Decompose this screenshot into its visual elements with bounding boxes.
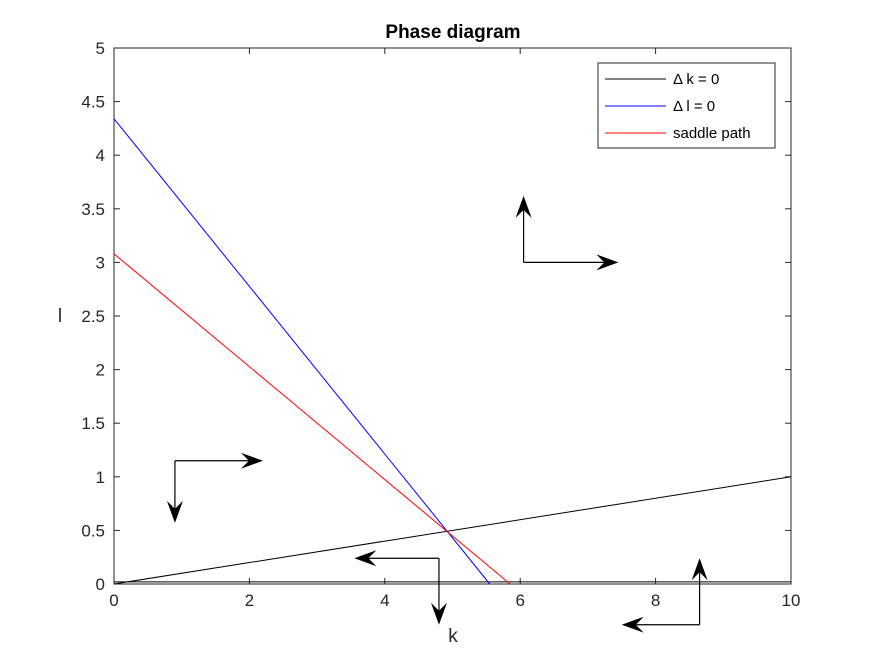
y-tick-label: 0.5: [81, 521, 105, 540]
vertical-arrowhead: [430, 602, 447, 625]
x-tick-label: 0: [109, 591, 118, 610]
y-tick-label: 2.5: [81, 307, 105, 326]
y-tick-label: 4: [96, 146, 105, 165]
x-tick-label: 8: [651, 591, 660, 610]
y-tick-label: 1.5: [81, 414, 105, 433]
direction-arrows-lower-right: [621, 558, 708, 633]
y-tick-label: 1: [96, 468, 105, 487]
horizontal-arrowhead: [596, 254, 619, 271]
x-tick-label: 6: [515, 591, 524, 610]
delta-k-zero-line: [113, 476, 792, 585]
chart-title: Phase diagram: [385, 22, 520, 43]
legend-entry-label: Δ l = 0: [673, 98, 715, 115]
delta-l-zero-line: [113, 118, 491, 585]
y-tick-label: 4.5: [81, 93, 105, 112]
vertical-arrowhead: [691, 558, 708, 581]
horizontal-arrowhead: [240, 452, 263, 469]
saddle-path-line: [113, 253, 511, 585]
vertical-arrowhead: [166, 500, 183, 523]
vertical-arrowhead: [515, 195, 532, 218]
x-axis-label: k: [448, 626, 458, 647]
y-tick-label: 0: [96, 575, 105, 594]
legend-entry-label: Δ k = 0: [673, 71, 719, 88]
x-tick-label: 2: [245, 591, 254, 610]
direction-arrows-left: [166, 452, 263, 523]
direction-arrows-lower-middle: [354, 550, 447, 625]
legend-entry-label: saddle path: [673, 125, 751, 142]
legend: Δ k = 0 Δ l = 0 saddle path: [597, 62, 776, 149]
y-tick-label: 3.5: [81, 200, 105, 219]
x-tick-label: 4: [380, 591, 389, 610]
direction-arrows-upper-right: [515, 195, 619, 271]
y-tick-label: 3: [96, 253, 105, 272]
y-tick-label: 5: [96, 39, 105, 58]
horizontal-arrowhead: [354, 550, 377, 567]
y-axis-label: l: [58, 306, 62, 327]
horizontal-arrowhead: [621, 616, 644, 633]
x-tick-label: 10: [782, 591, 801, 610]
y-tick-label: 2: [96, 361, 105, 380]
